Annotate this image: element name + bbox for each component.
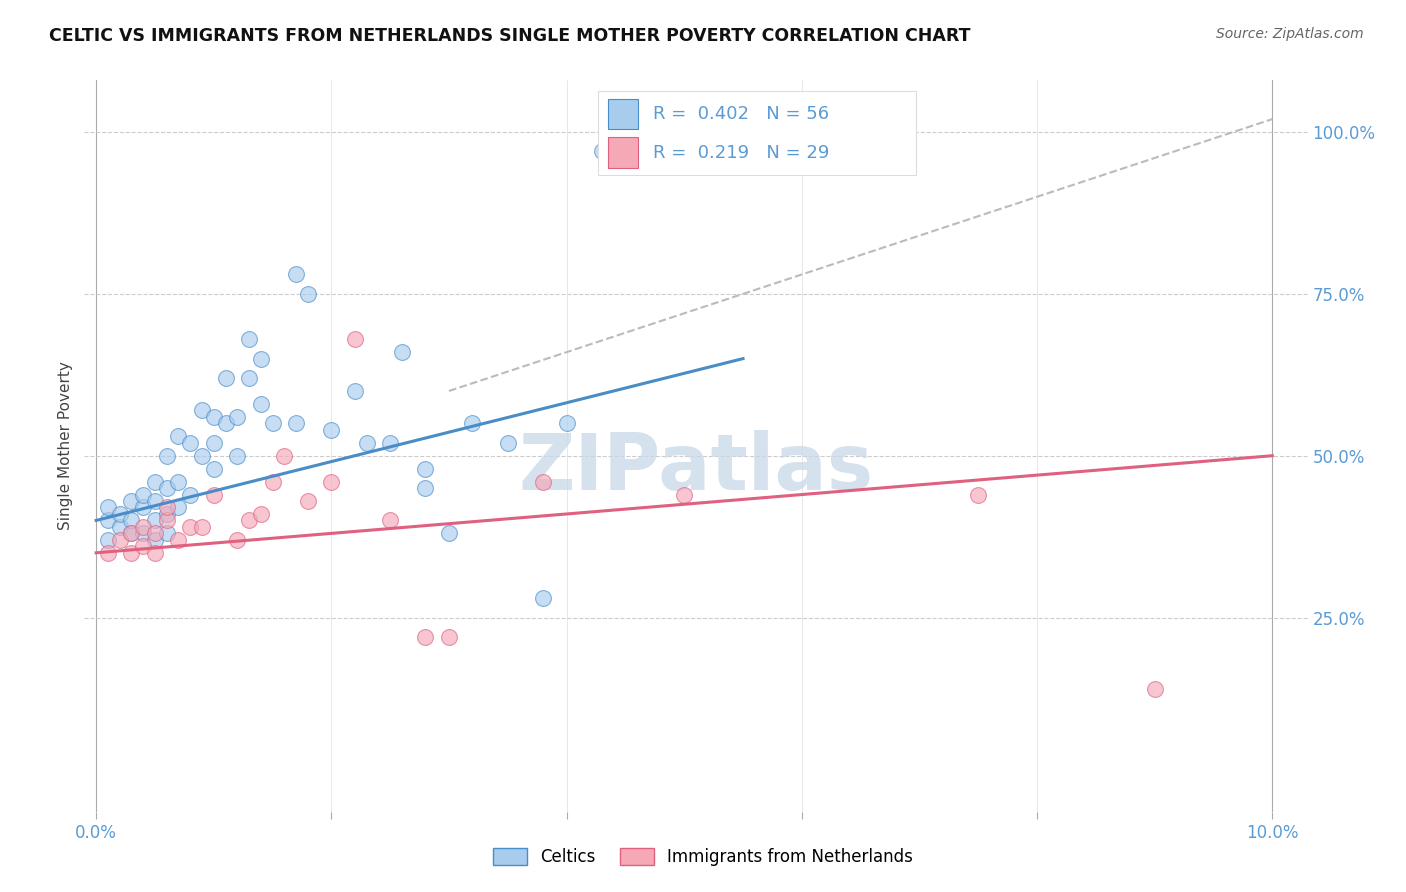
Point — [143, 533, 166, 547]
Point — [226, 449, 249, 463]
Point — [108, 507, 131, 521]
Point — [143, 494, 166, 508]
Point — [108, 533, 131, 547]
Point — [179, 520, 201, 534]
Point — [202, 435, 225, 450]
Point — [97, 513, 120, 527]
Point — [297, 494, 319, 508]
Point — [967, 487, 990, 501]
Point — [461, 417, 484, 431]
Point — [343, 384, 366, 398]
Point — [120, 546, 142, 560]
Point — [238, 332, 260, 346]
Point — [226, 409, 249, 424]
Point — [132, 539, 155, 553]
Point — [143, 475, 166, 489]
Point — [191, 520, 214, 534]
FancyBboxPatch shape — [607, 137, 638, 168]
Legend: Celtics, Immigrants from Netherlands: Celtics, Immigrants from Netherlands — [485, 840, 921, 875]
Text: CELTIC VS IMMIGRANTS FROM NETHERLANDS SINGLE MOTHER POVERTY CORRELATION CHART: CELTIC VS IMMIGRANTS FROM NETHERLANDS SI… — [49, 27, 970, 45]
Point — [273, 449, 295, 463]
Point — [120, 526, 142, 541]
Point — [380, 513, 402, 527]
FancyBboxPatch shape — [607, 99, 638, 129]
Point — [156, 507, 179, 521]
Point — [156, 449, 179, 463]
Point — [673, 145, 696, 159]
Point — [202, 409, 225, 424]
Point — [120, 494, 142, 508]
Text: R =  0.402   N = 56: R = 0.402 N = 56 — [654, 105, 830, 123]
Point — [262, 417, 284, 431]
Point — [143, 546, 166, 560]
Point — [108, 520, 131, 534]
Point — [120, 526, 142, 541]
Point — [531, 475, 554, 489]
Point — [591, 145, 613, 159]
Point — [156, 481, 179, 495]
Text: R =  0.219   N = 29: R = 0.219 N = 29 — [654, 144, 830, 161]
Y-axis label: Single Mother Poverty: Single Mother Poverty — [58, 361, 73, 531]
Point — [167, 533, 190, 547]
Point — [496, 435, 519, 450]
Text: Source: ZipAtlas.com: Source: ZipAtlas.com — [1216, 27, 1364, 41]
Point — [191, 403, 214, 417]
Point — [179, 435, 201, 450]
Point — [437, 526, 460, 541]
Point — [156, 500, 179, 515]
Point — [415, 481, 437, 495]
Point — [132, 526, 155, 541]
Point — [626, 145, 648, 159]
Point — [285, 417, 308, 431]
Point — [391, 345, 413, 359]
Point — [214, 371, 236, 385]
Point — [156, 513, 179, 527]
Point — [415, 461, 437, 475]
Point — [262, 475, 284, 489]
Point — [132, 520, 155, 534]
Point — [249, 397, 271, 411]
Point — [238, 371, 260, 385]
Point — [297, 286, 319, 301]
Point — [321, 475, 343, 489]
Point — [321, 423, 343, 437]
Point — [179, 487, 201, 501]
Point — [555, 417, 578, 431]
Point — [356, 435, 378, 450]
Point — [132, 500, 155, 515]
Point — [249, 351, 271, 366]
Point — [415, 630, 437, 644]
Point — [226, 533, 249, 547]
Point — [673, 487, 696, 501]
Point — [437, 630, 460, 644]
FancyBboxPatch shape — [598, 91, 917, 176]
Point — [285, 268, 308, 282]
Point — [531, 591, 554, 606]
Point — [167, 500, 190, 515]
Point — [143, 513, 166, 527]
Point — [132, 487, 155, 501]
Point — [120, 513, 142, 527]
Point — [167, 475, 190, 489]
Point — [97, 546, 120, 560]
Point — [97, 500, 120, 515]
Point — [156, 526, 179, 541]
Point — [97, 533, 120, 547]
Point — [202, 487, 225, 501]
Point — [238, 513, 260, 527]
Point — [143, 526, 166, 541]
Point — [214, 417, 236, 431]
Text: ZIPatlas: ZIPatlas — [519, 430, 873, 506]
Point — [343, 332, 366, 346]
Point — [202, 461, 225, 475]
Point — [249, 507, 271, 521]
Point — [380, 435, 402, 450]
Point — [191, 449, 214, 463]
Point — [1143, 681, 1166, 696]
Point — [167, 429, 190, 443]
